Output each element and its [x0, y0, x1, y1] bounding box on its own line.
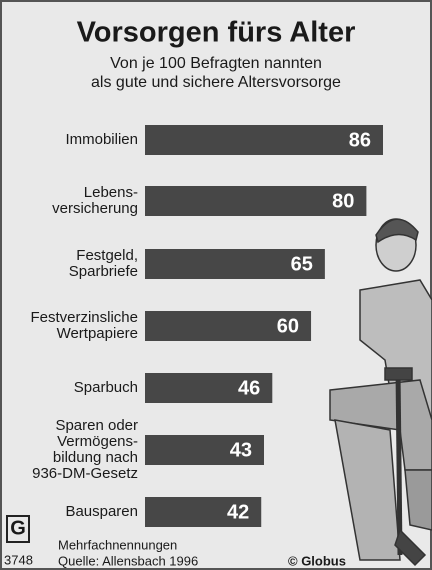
- value-label: 43: [230, 439, 252, 461]
- subtitle: als gute und sichere Altersvorsorge: [91, 74, 341, 91]
- category-line: Immobilien: [65, 131, 138, 148]
- category-line: Wertpapiere: [57, 325, 138, 342]
- category-line: versicherung: [52, 200, 138, 217]
- category-line: Lebens-: [84, 184, 138, 201]
- footnote: Mehrfachnennungen: [58, 537, 177, 552]
- category-line: Festgeld,: [76, 247, 138, 264]
- source: Quelle: Allensbach 1996: [58, 553, 198, 568]
- category-label: Sparbuch: [74, 379, 138, 396]
- category-label: Festgeld,Sparbriefe: [69, 247, 138, 280]
- subtitle: Von je 100 Befragten nannten: [110, 55, 322, 72]
- value-label: 80: [332, 190, 354, 212]
- category-label: Bausparen: [65, 503, 138, 520]
- graphic-number: 3748: [4, 552, 33, 567]
- credit: © Globus: [288, 553, 346, 568]
- chart-title: Vorsorgen fürs Alter: [77, 17, 356, 49]
- category-line: Sparbuch: [74, 379, 138, 396]
- category-line: Sparbriefe: [69, 263, 138, 280]
- category-line: bildung nach: [53, 449, 138, 466]
- value-label: 42: [227, 501, 249, 523]
- category-line: Sparen oder: [55, 417, 138, 434]
- category-line: Festverzinsliche: [30, 309, 138, 326]
- category-line: Vermögens-: [57, 433, 138, 450]
- value-label: 46: [238, 377, 260, 399]
- category-label: Immobilien: [65, 131, 138, 148]
- value-label: 65: [291, 253, 313, 275]
- category-line: Bausparen: [65, 503, 138, 520]
- value-label: 86: [349, 129, 371, 151]
- chart: Vorsorgen fürs Alter Von je 100 Befragte…: [0, 0, 432, 570]
- value-label: 60: [277, 315, 299, 337]
- category-line: 936-DM-Gesetz: [32, 465, 138, 482]
- bar: [145, 125, 383, 155]
- logo: G: [10, 517, 26, 539]
